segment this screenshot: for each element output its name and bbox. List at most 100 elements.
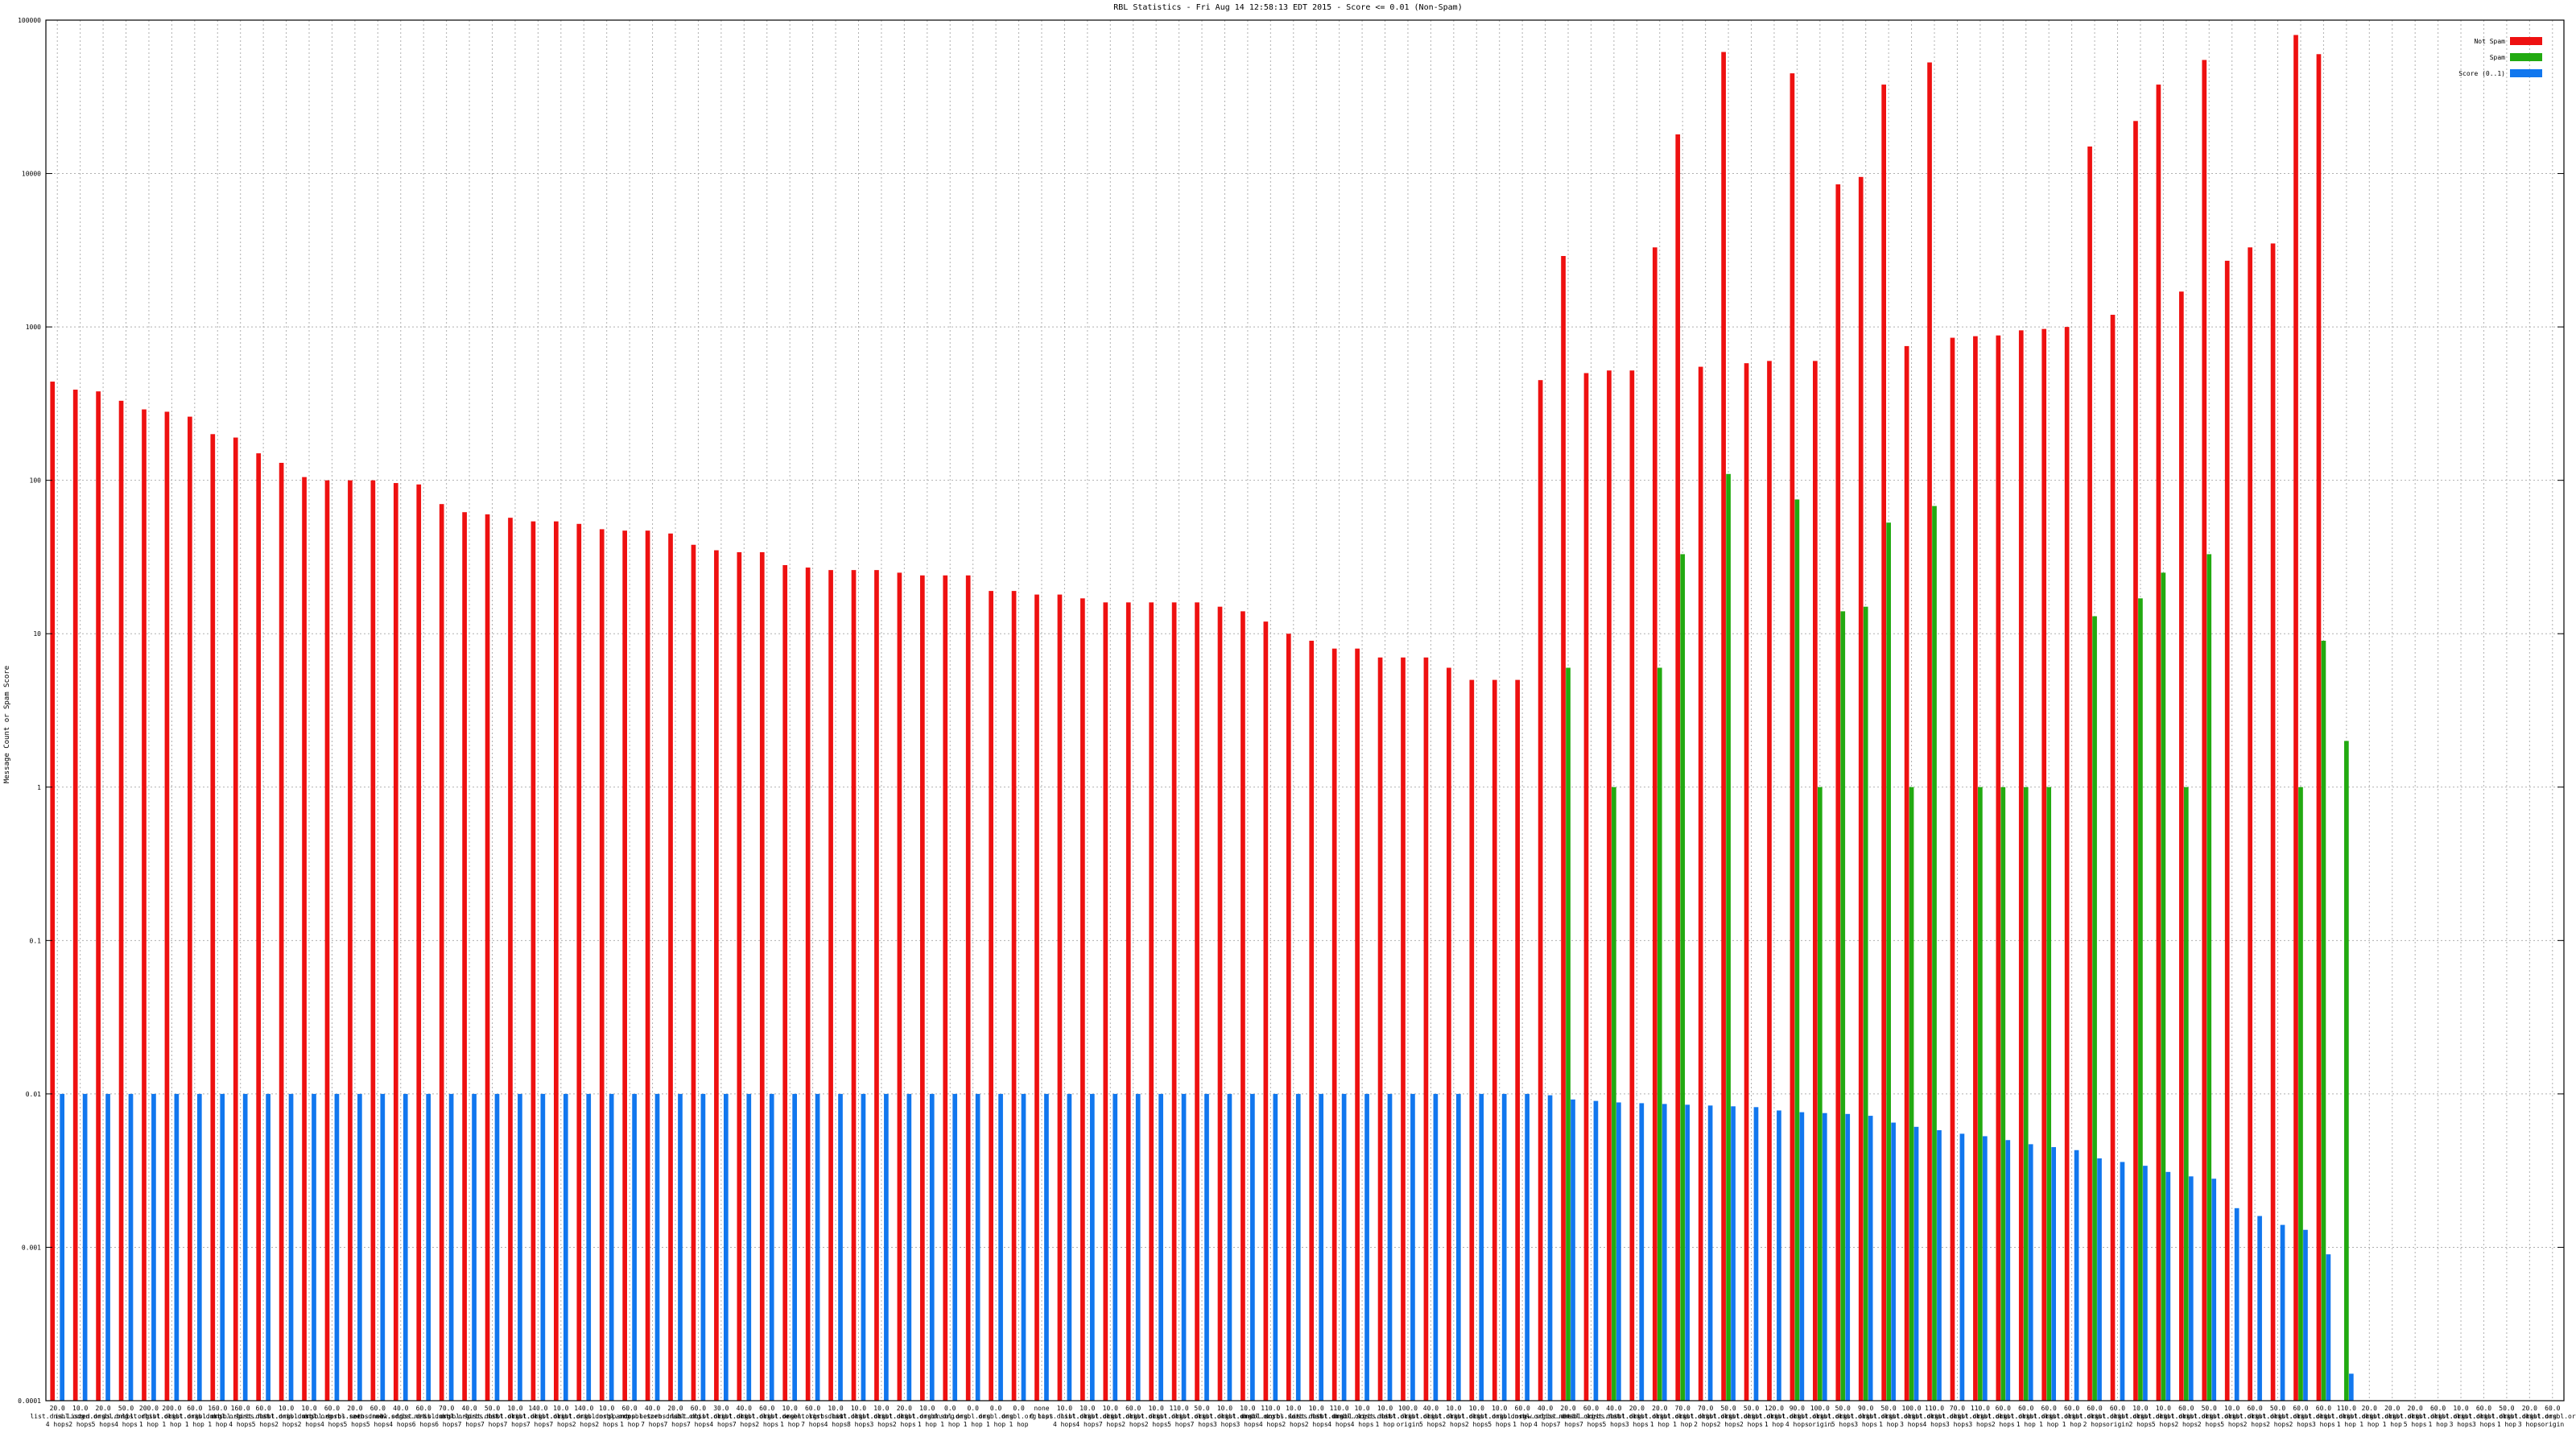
bar-score-0-1 [151,1093,156,1401]
bar-not-spam [622,530,627,1401]
bar-score-0-1 [1777,1110,1781,1401]
bar-score-0-1 [724,1093,729,1401]
bar-score-0-1 [334,1093,340,1401]
bar-score-0-1 [1273,1093,1278,1401]
x-category-label: 110.0 list.dnsbl.org 4 hops [1312,1405,1367,1428]
bar-not-spam [1950,337,1955,1401]
x-category-label: 70.0 list.dnsbl.org 1 hop [1655,1405,1710,1428]
x-category-label: 40.0 new.sorbs.net 4 hops [375,1405,426,1428]
x-category-label: 20.0 list.dnsbl.org 7 hops [1541,1405,1596,1428]
bar-not-spam [737,551,742,1401]
bar-score-0-1 [1959,1133,1965,1401]
bar-score-0-1 [266,1093,270,1401]
x-category-label: 10.0 list.dnsbl.org 1 hop [1358,1405,1413,1428]
bar-not-spam [691,544,696,1401]
bar-score-0-1 [1044,1093,1049,1401]
x-category-label: 60.0 list.dnsbl.org origin [2525,1405,2576,1428]
bar-score-0-1 [700,1093,706,1401]
bar-score-0-1 [563,1093,568,1401]
bar-not-spam [2293,35,2298,1401]
x-category-label: 20.0 list.dnsbl.org 4 hops [30,1405,85,1428]
x-category-label: 20.0 list.dnsbl.org 1 hop [1633,1405,1687,1428]
y-tick-label: 0.01 [26,1091,41,1098]
bar-not-spam [897,572,902,1401]
bar-spam [1566,667,1571,1401]
x-category-label: 50.0 list.dnsbl.org 2 hops [2182,1405,2237,1428]
bar-not-spam [1149,602,1154,1401]
bar-score-0-1 [1913,1126,1919,1401]
x-category-label: 20.0 list.dnsbl.org 1 hop [2365,1405,2420,1428]
bar-score-0-1 [1799,1112,1805,1401]
bar-score-0-1 [1525,1093,1530,1401]
bar-score-0-1 [1616,1102,1621,1401]
bar-not-spam [1744,363,1749,1402]
bar-score-0-1 [518,1093,522,1401]
bar-score-0-1 [540,1093,546,1401]
bar-score-0-1 [1937,1129,1942,1401]
x-category-label: 100.0 list.dnsbl.org 3 hops [1885,1405,1939,1428]
x-category-label: 20.0 dnsbl.sorbs.net 5 hops [326,1405,384,1428]
bar-not-spam [393,483,398,1402]
x-category-label: 10.0 list.dnsbl.org 1 hop [762,1405,817,1428]
x-category-label: 10.0 is.listed.org 2 hops [55,1405,105,1428]
bar-score-0-1 [82,1093,88,1401]
bar-not-spam [1103,602,1108,1401]
bar-not-spam [2041,328,2047,1401]
x-category-label: 10.0 list.dnsbl.org 2 hops [259,1405,314,1428]
bar-score-0-1 [494,1093,500,1401]
x-category-label: 40.0 list.dnsbl.org 7 hops [717,1405,772,1428]
bar-not-spam [324,480,330,1401]
x-category-label: 90.0 list.dnsbl.org 3 hops [1839,1405,1893,1428]
bar-not-spam [1698,366,1703,1402]
bar-not-spam [1080,598,1085,1401]
x-category-label: 10.0 list.dnsbl.org 7 hops [488,1405,543,1428]
bar-not-spam [1607,370,1612,1401]
x-category-label: 50.0 list.dnsbl.org 7 hops [1174,1405,1229,1428]
bar-not-spam [348,480,353,1401]
x-category-label: 60.0 list.dnsbl.org origin [2091,1405,2145,1428]
bar-score-0-1 [1753,1107,1759,1401]
bar-not-spam [1561,255,1566,1402]
bar-spam [1840,611,1846,1401]
bar-not-spam [1401,657,1406,1401]
bar-spam [1794,499,1800,1402]
bar-spam [2161,572,2166,1401]
bar-score-0-1 [1387,1093,1393,1401]
x-category-label: 50.0 list.dnsbl.org 5 hops [1816,1405,1871,1428]
bar-not-spam [2133,121,2138,1401]
bar-score-0-1 [1067,1093,1072,1401]
bar-not-spam [1195,602,1199,1401]
bar-score-0-1 [1204,1093,1209,1401]
bar-spam [2046,786,2052,1401]
x-category-label: 60.0 spamcop.net 1 hop [609,1405,651,1428]
bar-not-spam [256,453,262,1401]
bar-not-spam [1309,640,1315,1401]
bar-score-0-1 [220,1093,225,1401]
bar-score-0-1 [2234,1208,2240,1401]
x-category-label: 50.0 is.dnsbl.org 4 hops [103,1405,150,1428]
x-category-label: 60.0 list.dnsbl.org 6 hops [396,1405,451,1428]
bar-score-0-1 [312,1093,316,1401]
bar-score-0-1 [952,1093,958,1401]
bar-not-spam [1355,648,1360,1401]
x-category-label: 10.0 list.dnsbl.org 7 hops [534,1405,588,1428]
bar-not-spam [2316,54,2322,1401]
x-category-label: 10.0 list.dnsbl.org 2 hops [1129,1405,1183,1428]
y-tick-label: 0.001 [22,1244,41,1251]
bar-score-0-1 [1593,1100,1599,1401]
bar-not-spam [2202,60,2207,1401]
bar-not-spam [828,570,833,1401]
legend-swatch [2510,69,2542,77]
bar-score-0-1 [448,1093,454,1401]
x-category-label: 60.0 recent.sorbs.net 7 hops [782,1405,844,1428]
bar-not-spam [2178,291,2184,1402]
bar-spam [1978,786,1983,1401]
bar-not-spam [576,523,582,1401]
bar-not-spam [1171,602,1177,1401]
bar-score-0-1 [2326,1254,2331,1401]
bar-not-spam [874,570,879,1401]
legend-label: Score (0..1) [2458,70,2505,77]
bar-not-spam [2248,247,2252,1401]
legend-label: Spam [2490,54,2505,61]
bar-not-spam [2018,330,2024,1402]
